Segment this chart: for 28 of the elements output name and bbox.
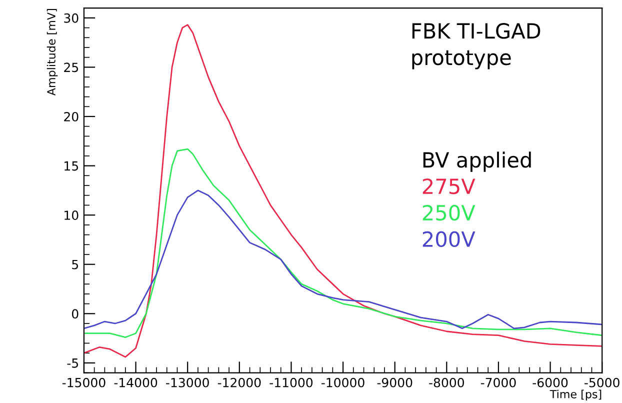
x-axis-title: Time [ps] bbox=[550, 390, 602, 400]
y-tick-label: 25 bbox=[64, 62, 78, 72]
x-tick-label: -6000 bbox=[532, 378, 568, 388]
x-tick-label: -7000 bbox=[480, 378, 516, 388]
x-tick-label: -14000 bbox=[114, 378, 158, 388]
y-tick-label: 0 bbox=[72, 309, 78, 319]
line-series bbox=[84, 24, 602, 358]
y-tick-label: 5 bbox=[72, 260, 78, 270]
x-tick-label: -10000 bbox=[322, 378, 364, 388]
text: 200V bbox=[422, 231, 476, 248]
line-series bbox=[84, 148, 602, 338]
y-tick-label: -5 bbox=[67, 358, 78, 368]
x-tick-label: -15000 bbox=[62, 378, 106, 388]
y-tick-label: 10 bbox=[64, 210, 78, 220]
text: 275V bbox=[422, 178, 476, 194]
x-tick-label: -11000 bbox=[270, 378, 313, 388]
y-tick-label: 30 bbox=[64, 13, 78, 23]
x-tick-label: -12000 bbox=[218, 378, 261, 388]
y-tick-label: 20 bbox=[64, 112, 78, 122]
x-tick-label: -9000 bbox=[377, 378, 412, 388]
legend-title: BV applied bbox=[423, 152, 531, 172]
x-tick-label: -8000 bbox=[429, 378, 464, 388]
y-axis-title: Amplitude [mV] bbox=[46, 9, 58, 96]
x-tick-label: -13000 bbox=[166, 378, 209, 388]
text: 250V bbox=[422, 204, 476, 221]
x-tick-label: -5000 bbox=[584, 378, 620, 388]
y-tick-label: 15 bbox=[64, 161, 78, 171]
annotation: FBK TI-LGAD prototype bbox=[412, 23, 540, 70]
